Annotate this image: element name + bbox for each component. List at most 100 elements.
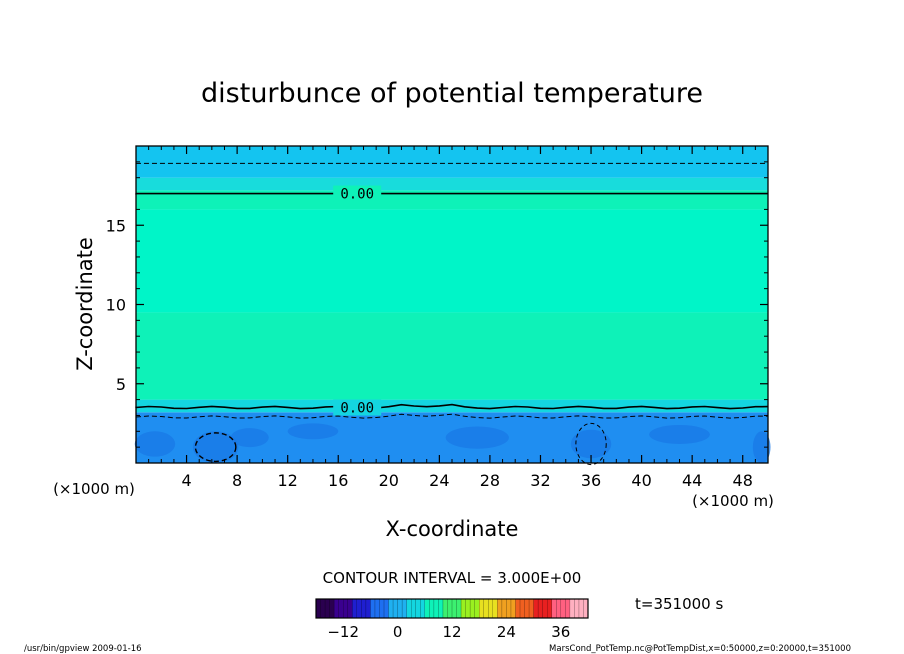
colorbar-cell-17: [393, 599, 399, 618]
colorbar-cell-21: [411, 599, 417, 618]
colorbar-cell-36: [479, 599, 485, 618]
colorbar-cell-23: [420, 599, 426, 618]
colorbar-tick-label-12: 12: [442, 623, 461, 641]
color-band-6: [136, 146, 768, 178]
colorbar-cell-7: [347, 599, 353, 618]
colorbar-cell-40: [497, 599, 503, 618]
colorbar-cell-37: [483, 599, 489, 618]
colorbar-cell-49: [538, 599, 544, 618]
color-patch-4: [445, 426, 509, 449]
x-tick-label-32: 32: [530, 471, 550, 490]
contour-line-1: [135, 403, 769, 410]
colorbar-cell-2: [325, 599, 331, 618]
colorbar-cell-19: [402, 599, 408, 618]
colorbar-cell-33: [465, 599, 471, 618]
colorbar: [315, 598, 589, 619]
colorbar-cell-48: [533, 599, 539, 618]
x-tick-label-24: 24: [429, 471, 449, 490]
colorbar-cell-44: [515, 599, 521, 618]
color-patch-7: [752, 431, 771, 463]
colorbar-cell-47: [529, 599, 535, 618]
colorbar-cell-43: [510, 599, 516, 618]
colorbar-cell-12: [370, 599, 376, 618]
colorbar-cell-29: [447, 599, 453, 618]
x-tick-label-36: 36: [581, 471, 601, 490]
colorbar-cell-0: [316, 599, 322, 618]
colorbar-cell-28: [442, 599, 448, 618]
colorbar-cell-58: [578, 599, 584, 618]
x-unit-label-left: (×1000 m): [53, 480, 135, 498]
colorbar-cell-8: [352, 599, 358, 618]
y-tick-label-5: 5: [116, 375, 126, 394]
x-tick-label-16: 16: [328, 471, 348, 490]
x-axis-ticks: 4 8 12 16 20 24 28 32 36 40 44 48: [148, 146, 756, 490]
colorbar-cell-32: [461, 599, 467, 618]
colorbar-tick-label-24: 24: [497, 623, 516, 641]
colorbar-cell-22: [415, 599, 421, 618]
color-fill-layer: [136, 146, 768, 463]
colorbar-cell-27: [438, 599, 444, 618]
colorbar-cell-31: [456, 599, 462, 618]
x-tick-label-12: 12: [278, 471, 298, 490]
x-unit-label-right: (×1000 m): [692, 492, 774, 510]
chart-title: disturbunce of potential temperature: [201, 78, 703, 109]
colorbar-tick-label-36: 36: [551, 623, 570, 641]
colorbar-cell-30: [452, 599, 458, 618]
contour-label-bg-0: [333, 185, 382, 202]
x-tick-label-28: 28: [480, 471, 500, 490]
colorbar-cell-5: [338, 599, 344, 618]
colorbar-cell-59: [583, 599, 589, 618]
colorbar-cell-35: [474, 599, 480, 618]
contour-label-0: 0.00: [340, 187, 374, 203]
contour-closed-0: [194, 432, 237, 463]
colorbar-cell-13: [374, 599, 380, 618]
footer-right: MarsCond_PotTemp.nc@PotTempDist,x=0:5000…: [549, 644, 851, 654]
colorbar-cell-15: [384, 599, 390, 618]
colorbar-cell-11: [365, 599, 371, 618]
time-label: t=351000 s: [635, 595, 723, 613]
colorbar-cell-4: [334, 599, 340, 618]
colorbar-cell-26: [433, 599, 439, 618]
colorbar-cell-34: [470, 599, 476, 618]
color-band-1: [136, 399, 768, 413]
colorbar-cell-41: [501, 599, 507, 618]
color-patch-6: [649, 424, 710, 444]
colorbar-frame: [315, 598, 589, 619]
colorbar-cell-14: [379, 599, 385, 618]
contour-layer: 0.00 0.00: [135, 162, 769, 466]
x-axis-label: X-coordinate: [386, 517, 519, 541]
colorbar-cell-57: [574, 599, 580, 618]
color-band-3: [136, 209, 768, 313]
color-patch-layer: [134, 423, 771, 463]
colorbar-cell-55: [565, 599, 571, 618]
colorbar-cell-24: [424, 599, 430, 618]
colorbar-cell-52: [551, 599, 557, 618]
color-patch-5: [570, 429, 612, 459]
colorbar-cell-39: [492, 599, 498, 618]
x-tick-label-20: 20: [379, 471, 399, 490]
contour-label-bg-1: [333, 399, 382, 416]
colorbar-cell-16: [388, 599, 394, 618]
colorbar-cell-9: [356, 599, 362, 618]
footer-left: /usr/bin/gpview 2009-01-16: [24, 644, 142, 654]
contour-interval-text: CONTOUR INTERVAL = 3.000E+00: [323, 569, 582, 587]
colorbar-cell-25: [429, 599, 435, 618]
colorbar-cell-38: [488, 599, 494, 618]
contour-closed-1: [575, 422, 607, 466]
colorbar-cell-53: [556, 599, 562, 618]
colorbar-tick-label-0: 0: [393, 623, 403, 641]
colorbar-cell-18: [397, 599, 403, 618]
x-tick-label-8: 8: [232, 471, 242, 490]
colorbar-cell-45: [520, 599, 526, 618]
color-band-4: [136, 190, 768, 210]
colorbar-tick-label--12: −12: [327, 623, 359, 641]
color-patch-2: [230, 428, 269, 448]
colorbar-cell-10: [361, 599, 367, 618]
color-band-2: [136, 312, 768, 400]
x-tick-label-48: 48: [733, 471, 753, 490]
x-tick-label-40: 40: [631, 471, 651, 490]
colorbar-cell-42: [506, 599, 512, 618]
colorbar-tick-labels: −12 0 12 24 36: [327, 623, 570, 641]
